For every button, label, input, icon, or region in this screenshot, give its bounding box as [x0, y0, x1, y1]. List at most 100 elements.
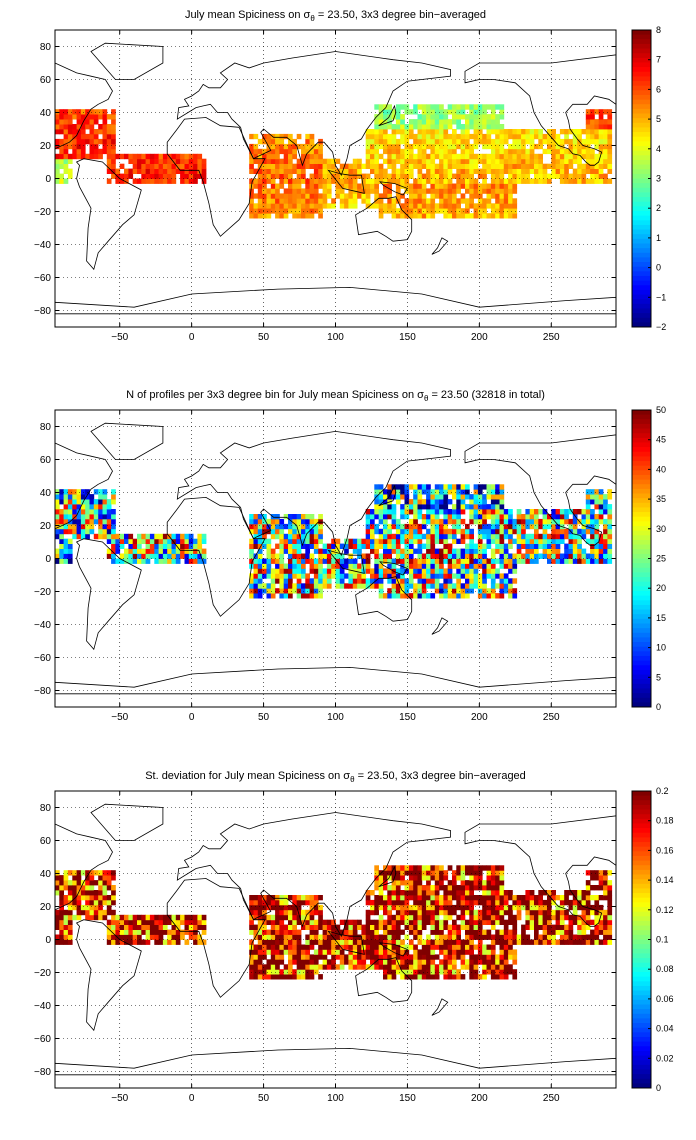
- data-cell: [564, 173, 569, 179]
- data-cell: [434, 929, 440, 935]
- data-cell: [585, 109, 591, 115]
- data-cell: [63, 509, 69, 515]
- data-cell: [305, 944, 310, 950]
- data-cell: [439, 919, 444, 925]
- data-cell: [67, 499, 73, 505]
- data-cell: [598, 158, 604, 164]
- data-cell: [361, 553, 367, 559]
- data-cell: [279, 588, 285, 594]
- data-cell: [270, 548, 276, 554]
- data-cell: [145, 914, 151, 921]
- data-cell: [188, 553, 194, 559]
- data-cell: [508, 969, 513, 975]
- data-cell: [421, 964, 427, 970]
- data-cell: [447, 514, 453, 520]
- colorbar-tick-label: 3: [656, 174, 661, 184]
- data-cell: [456, 865, 461, 871]
- data-cell: [443, 885, 449, 891]
- data-cell: [154, 924, 159, 930]
- data-cell: [542, 929, 548, 935]
- data-cell: [365, 173, 371, 179]
- data-cell: [417, 904, 423, 911]
- data-cell: [598, 870, 604, 876]
- data-cell: [495, 593, 500, 599]
- data-cell: [115, 533, 121, 540]
- data-cell: [404, 899, 410, 906]
- data-cell: [313, 193, 319, 199]
- colorbar-swatch: [632, 837, 651, 843]
- data-cell: [162, 939, 168, 945]
- data-cell: [404, 494, 410, 500]
- data-cell: [115, 178, 121, 184]
- data-cell: [400, 904, 405, 911]
- data-cell: [404, 548, 410, 554]
- data-cell: [296, 198, 302, 204]
- data-cell: [184, 168, 190, 174]
- data-cell: [594, 163, 600, 169]
- data-cell: [512, 954, 518, 960]
- data-cell: [387, 494, 392, 500]
- data-cell: [352, 578, 358, 584]
- data-cell: [430, 148, 436, 155]
- data-cell: [473, 119, 479, 125]
- data-cell: [383, 558, 388, 564]
- data-cell: [408, 558, 414, 564]
- data-cell: [67, 489, 73, 495]
- data-cell: [521, 899, 526, 906]
- data-cell: [404, 148, 410, 155]
- data-cell: [288, 153, 293, 160]
- data-cell: [417, 523, 423, 530]
- data-cell: [383, 523, 388, 530]
- data-cell: [555, 173, 561, 179]
- data-cell: [141, 929, 146, 935]
- data-cell: [473, 518, 479, 525]
- data-cell: [119, 939, 125, 945]
- data-cell: [590, 875, 595, 881]
- data-cell: [465, 484, 470, 490]
- data-cell: [85, 904, 90, 911]
- data-cell: [559, 909, 565, 916]
- data-cell: [162, 543, 168, 549]
- data-cell: [98, 114, 103, 120]
- data-cell: [408, 919, 414, 925]
- data-cell: [361, 964, 367, 970]
- data-cell: [439, 203, 444, 209]
- data-cell: [417, 158, 423, 164]
- data-cell: [63, 178, 69, 184]
- data-cell: [374, 964, 379, 970]
- data-cell: [460, 553, 466, 559]
- data-cell: [477, 944, 483, 950]
- data-cell: [339, 558, 345, 564]
- data-cell: [378, 880, 384, 886]
- data-cell: [67, 543, 73, 549]
- data-cell: [568, 533, 574, 540]
- data-cell: [430, 163, 436, 169]
- colorbar-swatch: [632, 262, 651, 268]
- data-cell: [568, 543, 574, 549]
- colorbar-swatch: [632, 317, 651, 323]
- data-cell: [305, 533, 310, 540]
- data-cell: [564, 518, 569, 525]
- data-cell: [283, 593, 289, 599]
- data-cell: [257, 954, 263, 960]
- data-cell: [538, 178, 543, 184]
- data-cell: [417, 563, 423, 569]
- data-cell: [400, 168, 405, 174]
- data-cell: [141, 924, 146, 930]
- data-cell: [482, 954, 487, 960]
- data-cell: [477, 548, 483, 554]
- data-cell: [590, 885, 595, 891]
- data-cell: [67, 143, 73, 150]
- data-cell: [456, 974, 461, 980]
- data-cell: [119, 929, 125, 935]
- data-cell: [55, 163, 60, 169]
- data-cell: [465, 919, 470, 925]
- data-cell: [551, 538, 556, 544]
- data-cell: [512, 148, 518, 155]
- panel-title: N of profiles per 3x3 degree bin for Jul…: [126, 389, 545, 403]
- data-cell: [357, 949, 362, 955]
- data-cell: [296, 178, 302, 184]
- x-tick-label: 200: [471, 332, 488, 343]
- data-cell: [430, 509, 436, 515]
- data-cell: [603, 548, 608, 554]
